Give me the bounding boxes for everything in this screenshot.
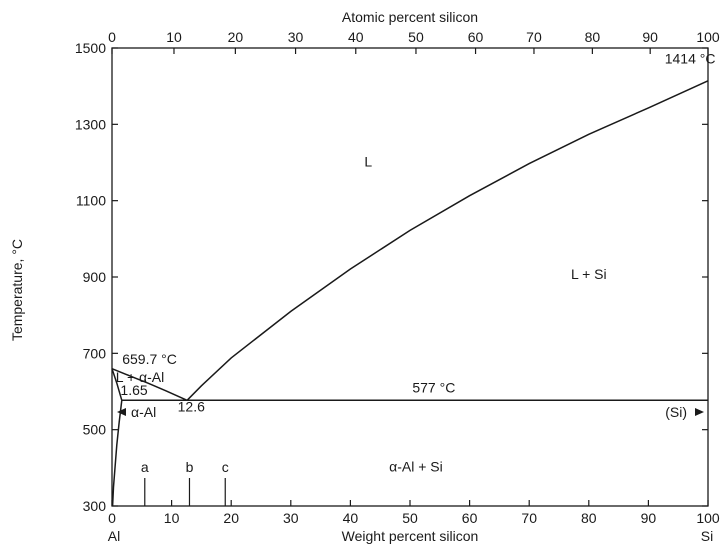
solvus-line [111,400,123,507]
axis-ticks: 0 10 20 30 40 50 60 70 80 90 100 0 10 20 30 40 50 60 70 80 9… [75,29,720,526]
alpha-al-arrow: α-Al [117,404,156,420]
solidus-line [111,368,123,401]
bottom-axis-title: Weight percent silicon [342,528,479,544]
y-tick-label: 1300 [75,116,106,132]
element-label-al: Al [108,528,120,544]
top-tick-label: 30 [288,29,304,45]
bottom-tick-label: 0 [108,510,116,526]
y-axis-title: Temperature, °C [9,239,25,341]
top-tick-label: 60 [468,29,484,45]
bottom-tick-label: 30 [283,510,299,526]
bottom-tick-label: 40 [343,510,359,526]
alpha-al-label: α-Al [131,404,156,420]
marker-label: c [222,459,229,475]
marker-label: a [141,459,149,475]
si-arrowhead [695,408,704,416]
top-tick-label: 10 [166,29,182,45]
liquidus-al-side [111,368,188,401]
y-tick-label: 1500 [75,40,106,56]
top-tick-label: 100 [696,29,720,45]
si-arrow: (Si) [665,404,704,420]
top-tick-label: 80 [585,29,601,45]
annotation-label: 1414 °C [665,51,716,67]
y-tick-label: 500 [83,422,107,438]
phase-boundaries [111,80,709,507]
top-tick-label: 0 [108,29,116,45]
plot-frame [111,47,709,507]
region-label: L + Si [571,266,607,282]
bottom-tick-label: 70 [521,510,537,526]
bottom-tick-label: 50 [402,510,418,526]
bottom-tick-label: 90 [641,510,657,526]
bottom-tick-label: 20 [223,510,239,526]
y-tick-label: 1100 [76,193,106,209]
annotation-label: 1.65 [120,382,147,398]
region-label: L [364,153,372,169]
top-tick-label: 20 [228,29,244,45]
top-axis-title: Atomic percent silicon [342,9,478,25]
bottom-tick-label: 60 [462,510,478,526]
top-tick-label: 50 [408,29,424,45]
composition-markers: a b c [141,459,229,506]
bottom-tick-label: 80 [581,510,597,526]
y-tick-label: 900 [83,269,107,285]
region-label: L + α-Al [116,369,164,385]
annotation-label: 577 °C [412,379,455,395]
bottom-tick-label: 100 [696,510,720,526]
y-tick-label: 300 [83,498,107,514]
top-tick-label: 70 [526,29,542,45]
annotation-label: 659.7 °C [122,351,177,367]
phase-labels: L L + Si L + α-Al α-Al + Si 1414 °C 659.7 °C 1… [116,51,716,475]
top-tick-label: 40 [348,29,364,45]
si-phase-label: (Si) [665,404,687,420]
element-label-si: Si [701,528,713,544]
top-tick-label: 90 [642,29,658,45]
bottom-tick-label: 10 [164,510,180,526]
region-label: α-Al + Si [389,459,443,475]
alpha-al-arrowhead [117,408,126,416]
liquidus-si-side [186,80,709,401]
marker-label: b [186,459,194,475]
y-tick-label: 700 [83,345,107,361]
annotation-label: 12.6 [178,398,205,414]
